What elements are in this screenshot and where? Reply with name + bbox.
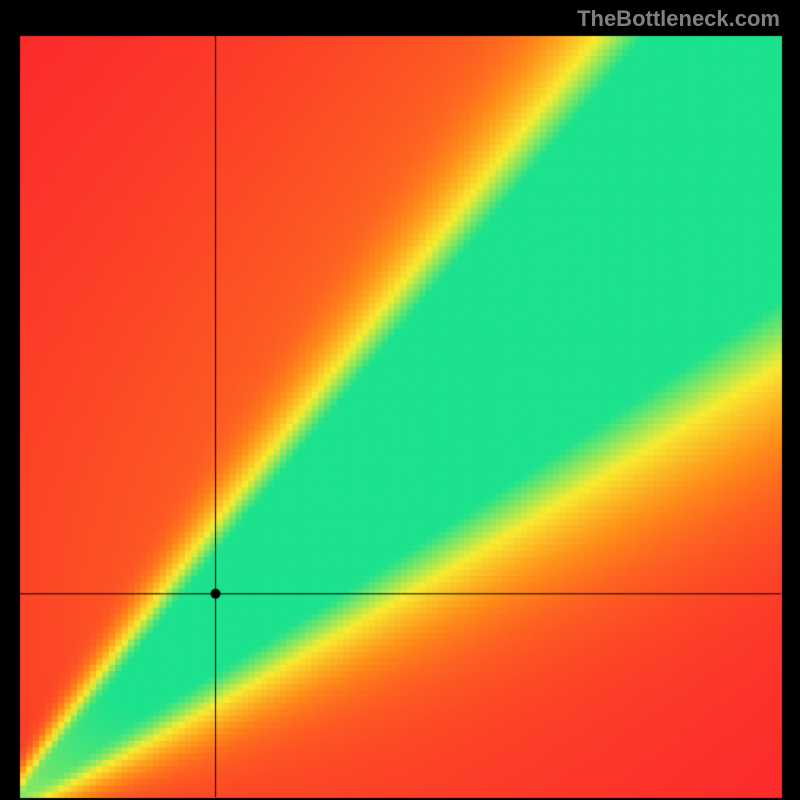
- bottleneck-heatmap: [0, 0, 800, 800]
- chart-container: TheBottleneck.com: [0, 0, 800, 800]
- attribution-text: TheBottleneck.com: [577, 6, 780, 32]
